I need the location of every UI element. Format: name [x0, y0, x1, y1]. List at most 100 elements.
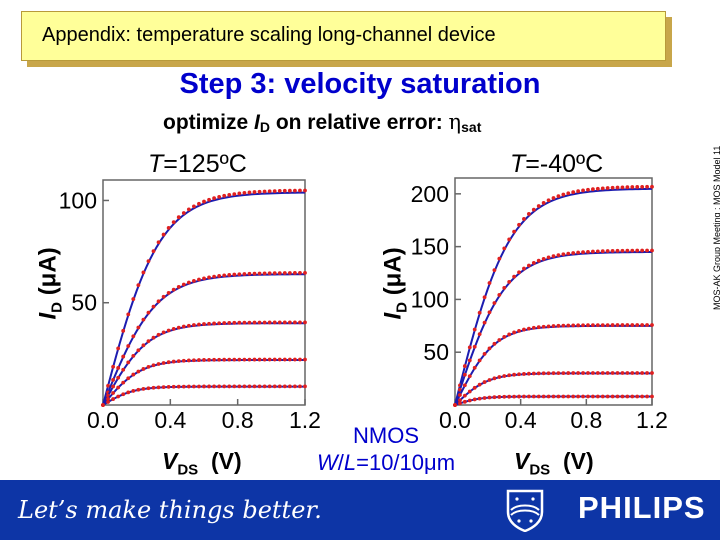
left-measured-point — [207, 275, 211, 280]
left-measured-point — [146, 259, 151, 264]
subtitle-i: I — [254, 111, 260, 134]
right-measured-point — [556, 371, 561, 376]
left-measured-point — [242, 357, 247, 362]
right-measured-point — [605, 394, 610, 399]
left-x-tick-label: 0.4 — [154, 407, 186, 433]
left-measured-point — [277, 384, 282, 389]
left-measured-point — [151, 304, 156, 309]
right-measured-point — [497, 375, 502, 379]
right-measured-point — [531, 394, 536, 399]
right-measured-point — [640, 394, 645, 399]
right-measured-point — [620, 394, 625, 399]
left-measured-point — [252, 384, 257, 389]
left-measured-point — [212, 357, 217, 362]
right-measured-point — [625, 394, 630, 399]
left-measured-point — [192, 384, 196, 389]
right-measured-point — [581, 323, 585, 328]
left-measured-point — [186, 384, 191, 389]
left-measured-point — [212, 274, 217, 279]
right-measured-point — [581, 394, 585, 399]
left-measured-point — [146, 339, 151, 344]
left-measured-point — [293, 320, 297, 325]
right-measured-point — [576, 323, 581, 328]
left-measured-point — [136, 325, 141, 330]
left-measured-point — [212, 196, 217, 201]
left-measured-point — [262, 320, 267, 325]
right-measured-point — [522, 394, 526, 399]
left-measured-point — [247, 357, 252, 362]
left-measured-point — [131, 389, 136, 393]
right-measured-point — [507, 373, 512, 378]
right-measured-point — [586, 371, 590, 375]
right-measured-point — [615, 323, 620, 327]
left-measured-point — [277, 271, 282, 275]
right-measured-point — [645, 323, 649, 327]
left-measured-point — [298, 271, 302, 275]
left-measured-point — [141, 367, 146, 371]
right-measured-point — [650, 371, 654, 375]
right-measured-point — [635, 185, 640, 189]
right-measured-point — [531, 260, 536, 265]
right-measured-point — [635, 394, 640, 399]
device-label: NMOS W/L=10/10μm — [296, 422, 476, 476]
right-y-axis-label: ID (μA) — [380, 228, 411, 338]
right-title-t: T — [510, 150, 526, 178]
right-xlabel-sub: DS — [529, 461, 551, 479]
left-measured-point — [237, 384, 242, 389]
left-measured-point — [181, 384, 186, 389]
left-measured-point — [121, 367, 126, 372]
left-measured-point — [141, 270, 146, 275]
right-measured-point — [566, 394, 571, 399]
left-measured-point — [116, 366, 121, 370]
right-measured-point — [615, 394, 620, 399]
left-measured-point — [232, 384, 237, 389]
left-y-tick-label: 100 — [59, 187, 97, 213]
left-measured-point — [303, 320, 307, 325]
right-measured-point — [546, 371, 551, 376]
left-measured-point — [217, 384, 222, 389]
left-measured-point — [171, 287, 176, 292]
right-measured-point — [625, 248, 630, 253]
left-measured-point — [282, 188, 287, 193]
right-measured-point — [497, 256, 502, 261]
left-measured-point — [186, 323, 191, 328]
right-measured-point — [507, 332, 512, 337]
right-measured-point — [620, 248, 625, 253]
left-measured-point — [217, 357, 222, 362]
right-measured-point — [526, 394, 531, 399]
right-measured-point — [487, 378, 492, 382]
left-measured-point — [227, 321, 232, 325]
left-measured-point — [151, 385, 156, 390]
right-measured-point — [462, 364, 467, 368]
right-measured-point — [512, 394, 516, 399]
left-measured-point — [197, 201, 201, 206]
left-measured-point — [212, 321, 217, 326]
left-measured-point — [151, 363, 156, 368]
right-measured-point — [551, 196, 556, 200]
right-model-curve-3 — [454, 324, 652, 406]
left-measured-point — [247, 190, 252, 195]
left-measured-point — [257, 357, 262, 362]
left-measured-point — [186, 280, 191, 285]
device-size: W/L=10/10μm — [296, 449, 476, 476]
left-measured-point — [161, 330, 166, 335]
right-measured-point — [507, 237, 512, 242]
right-measured-point — [600, 323, 605, 328]
left-measured-point — [126, 360, 131, 365]
left-measured-point — [156, 332, 161, 337]
right-x-tick-label: 0.0 — [439, 407, 471, 433]
side-note: MOS-AK Group Meeting : MOS Model 11 — [712, 145, 720, 310]
right-measured-point — [462, 393, 467, 398]
right-measured-point — [566, 191, 571, 196]
left-measured-point — [166, 360, 171, 365]
right-y-tick-label: 50 — [423, 339, 449, 365]
left-measured-point — [192, 358, 196, 363]
right-measured-point — [615, 371, 620, 375]
left-measured-point — [192, 204, 196, 209]
left-measured-point — [166, 226, 171, 230]
left-measured-point — [171, 359, 176, 364]
left-measured-point — [247, 271, 252, 276]
left-measured-point — [121, 380, 126, 385]
right-measured-point — [630, 248, 635, 253]
right-measured-point — [472, 397, 477, 402]
